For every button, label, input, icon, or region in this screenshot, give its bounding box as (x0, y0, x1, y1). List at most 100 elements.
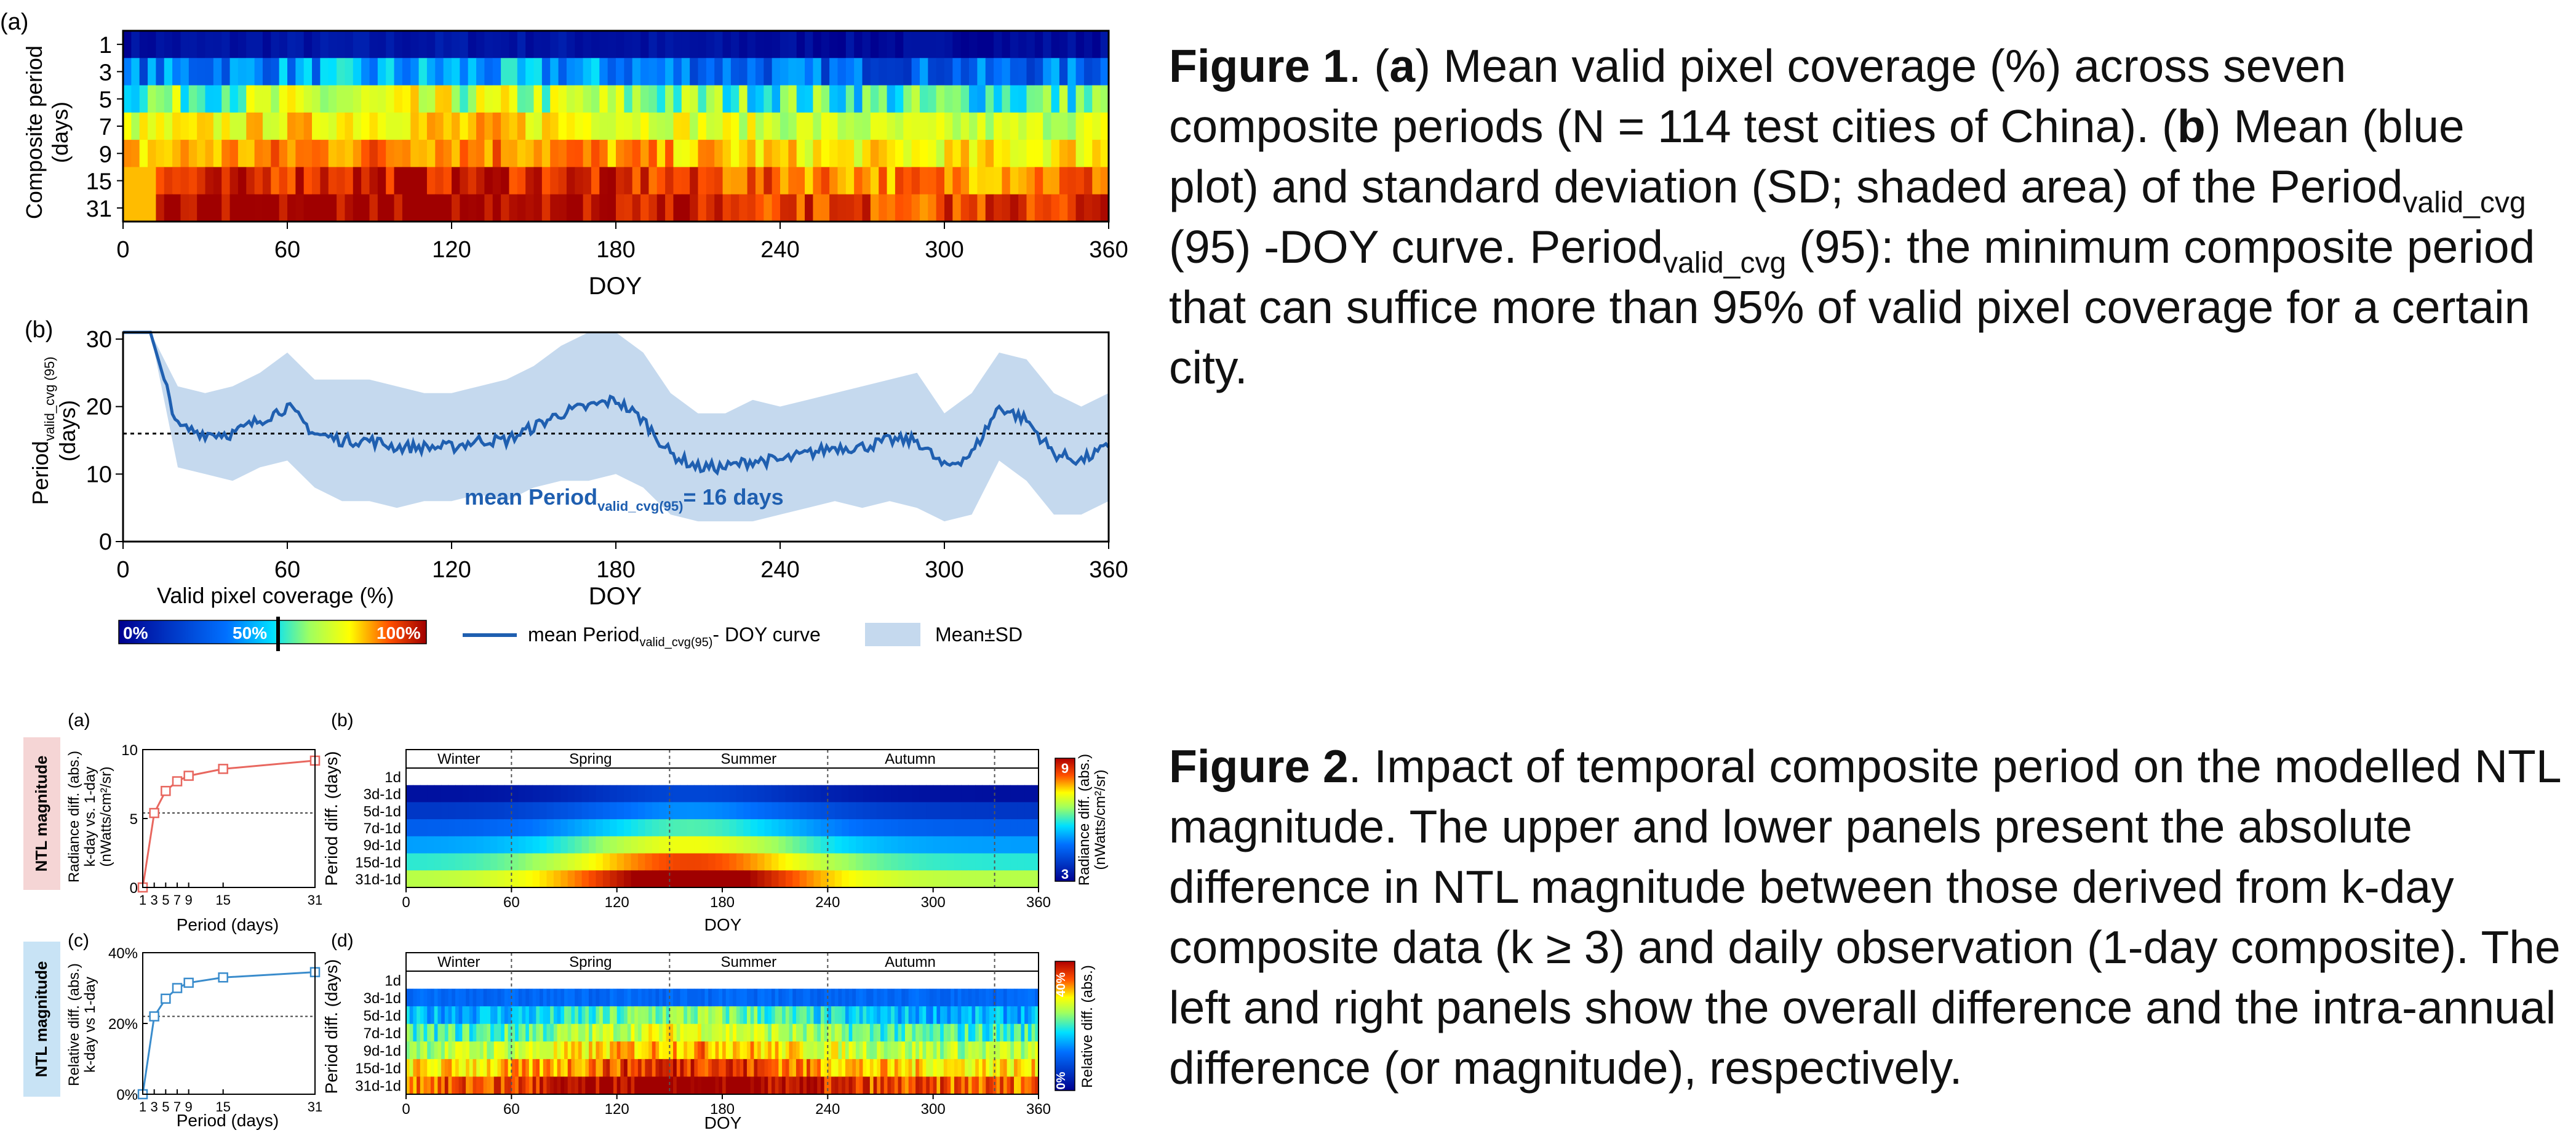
fig2d-cell (669, 1076, 674, 1095)
fig2b-cell (596, 870, 604, 888)
fig1a-cell (394, 194, 403, 222)
figure1-caption: Figure 1. (a) Mean valid pixel coverage … (1169, 36, 2566, 398)
fig1a-cell (205, 58, 214, 86)
fig2b-cell (581, 819, 589, 837)
fig1a-cell (656, 167, 666, 195)
fig2d-cell (1007, 1023, 1011, 1042)
fig2d-cell (978, 1041, 983, 1060)
fig1a-cell (640, 140, 649, 167)
fig2b-season-winter: Winter (437, 751, 480, 767)
fig2d-cell (666, 1076, 670, 1095)
fig2d-cell (725, 1041, 730, 1060)
fig2b-cell (546, 785, 554, 803)
fig2d-cell (986, 1059, 990, 1077)
fig2b-cell (869, 802, 877, 820)
fig2d-cell (1024, 1006, 1029, 1025)
fig1a-cell (131, 167, 140, 195)
fig1a-cell (295, 58, 305, 86)
fig1a-cell (829, 194, 839, 222)
fig2b-cell (448, 836, 456, 854)
fig1a-cell (583, 194, 592, 222)
fig2b-cell (631, 819, 639, 837)
fig2d-cell (560, 1041, 565, 1060)
fig2d-cell (522, 1023, 526, 1042)
fig2b-cell (722, 836, 730, 854)
fig2b-cell (652, 836, 660, 854)
fig1a-cell (353, 85, 362, 113)
fig2b-cell (834, 870, 842, 888)
fig2d-cell (961, 1006, 965, 1025)
fig1a-cell (525, 140, 535, 167)
fig1a-cell (944, 58, 953, 86)
fig2d-cell (891, 1059, 895, 1077)
fig2b-cell (807, 802, 815, 820)
fig2b-cell (1017, 819, 1025, 837)
fig2d-cell (820, 1059, 825, 1077)
fig2d-cell (863, 1023, 867, 1042)
fig1a-cell (870, 58, 879, 86)
fig2d-cell (992, 1076, 997, 1095)
fig2d-cell (820, 988, 825, 1007)
fig1a-cell (575, 140, 584, 167)
fig2d-cell (866, 1023, 871, 1042)
fig2d-row-label: 5d-1d (364, 1007, 401, 1024)
fig1a-cell (156, 58, 165, 86)
fig1a-cell (476, 112, 485, 140)
fig2d-cell (704, 1059, 709, 1077)
fig2d-cell (487, 1041, 491, 1060)
fig2b-cell (406, 870, 414, 888)
fig2b-cell (1010, 870, 1018, 888)
fig2d-cell (863, 988, 867, 1007)
fig2b-cell (602, 870, 610, 888)
fig1a-cell (903, 167, 912, 195)
fig2d-cell (673, 1041, 677, 1060)
fig2d-cell (807, 1023, 811, 1042)
fig1a-cell (229, 194, 239, 222)
fig2d-cell (528, 1023, 533, 1042)
fig2d-cell (943, 1076, 948, 1095)
fig2b-cell (469, 819, 477, 837)
fig2d-cell (680, 1041, 684, 1060)
fig2d-cell (989, 1023, 994, 1042)
fig1a-cell (541, 194, 551, 222)
fig2d-cell (585, 1023, 589, 1042)
fig2d-cell (986, 1023, 990, 1042)
figure1-caption-t4: (95) -DOY curve. Period (1169, 221, 1664, 273)
fig2b-cell (490, 819, 498, 837)
fig1a-cell (730, 140, 740, 167)
fig2d-cell (831, 1006, 835, 1025)
fig1a-cell (656, 194, 666, 222)
fig1a-cell (583, 58, 592, 86)
fig1a-cell (1075, 58, 1085, 86)
fig2b-cell (919, 802, 927, 820)
fig2b-cell (553, 870, 561, 888)
fig2d-cell (1003, 988, 1008, 1007)
fig2d-cell (852, 1041, 856, 1060)
fig2d-cell (704, 1076, 709, 1095)
fig2d-cell (940, 1006, 944, 1025)
fig1a-cell (845, 58, 855, 86)
fig1a-cell (887, 194, 896, 222)
fig2b-cell (883, 836, 891, 854)
fig2b-row-label: 31d-1d (355, 871, 401, 888)
fig1a-cell (312, 112, 321, 140)
fig1a-cell (418, 140, 428, 167)
fig1a-cell (969, 194, 978, 222)
fig2d-cell (764, 1023, 768, 1042)
fig2d-cell (824, 1076, 828, 1095)
fig1a-cell (525, 31, 535, 58)
fig2d-cell (662, 1006, 667, 1025)
fig2d-cell (803, 1023, 807, 1042)
fig2d-cell (413, 988, 417, 1007)
fig2b-cell (996, 802, 1004, 820)
fig1a-cell (862, 85, 871, 113)
fig2d-cell (430, 1041, 435, 1060)
fig1a-cell (591, 112, 600, 140)
fig2d-cell (444, 1006, 449, 1025)
fig1a-cell (994, 140, 1003, 167)
fig1a-cell (1100, 194, 1109, 222)
fig2d-cell (856, 1076, 860, 1095)
fig2d-cell (943, 1059, 948, 1077)
fig2d-cell (588, 1006, 593, 1025)
fig2d-cell (817, 988, 821, 1007)
